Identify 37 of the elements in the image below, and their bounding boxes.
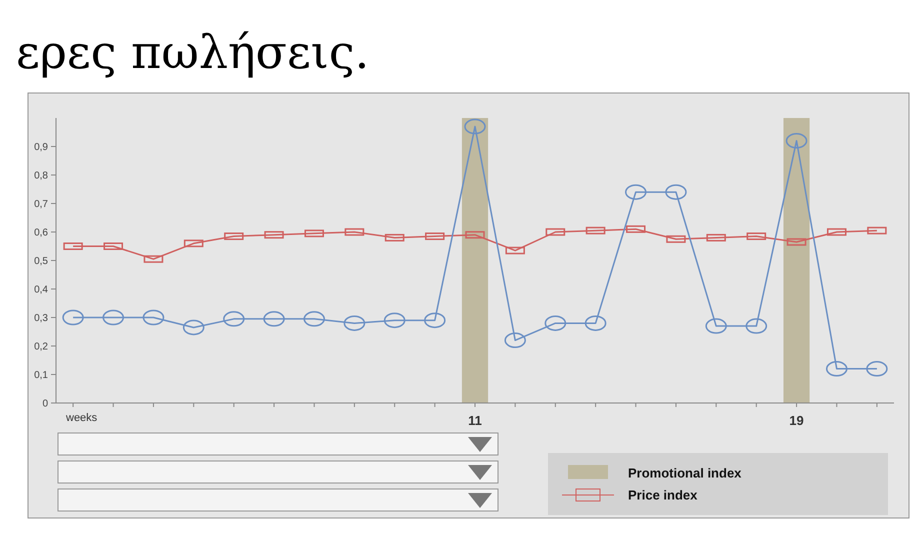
point <box>665 184 687 200</box>
point <box>142 310 164 326</box>
y-tick-label: 0,5 <box>34 256 48 267</box>
y-tick-label: 0 <box>42 398 48 410</box>
point <box>584 315 606 331</box>
point <box>102 310 124 326</box>
point <box>746 318 768 334</box>
point <box>705 318 727 334</box>
y-tick-label: 0,2 <box>34 342 48 352</box>
y-tick-label: 0,3 <box>34 313 48 324</box>
y-tick-label: 0,7 <box>34 199 48 210</box>
point <box>182 320 204 336</box>
point <box>866 361 888 377</box>
x-tick-label: 19 <box>789 413 804 428</box>
y-tick-label: 0,4 <box>34 284 48 296</box>
point <box>826 361 848 377</box>
legend-label: Price index <box>628 488 698 503</box>
chart-title: ερες πωλήσεις. <box>16 25 370 79</box>
x-axis-title: weeks <box>65 412 98 424</box>
legend-label: Promotional index <box>628 466 742 481</box>
y-tick-label: 0,9 <box>34 142 48 153</box>
x-tick-label: 11 <box>468 413 482 428</box>
point <box>625 184 647 200</box>
y-tick-label: 0,8 <box>34 170 48 182</box>
point <box>303 311 325 327</box>
point <box>223 311 245 327</box>
point <box>424 312 446 328</box>
point <box>344 315 366 331</box>
point <box>384 312 406 328</box>
point <box>504 332 526 348</box>
point <box>62 310 84 326</box>
point <box>544 315 566 331</box>
y-tick-label: 0,1 <box>34 370 48 381</box>
y-tick-label: 0,6 <box>34 228 48 238</box>
point <box>786 133 808 149</box>
point <box>464 118 486 134</box>
point <box>263 311 285 327</box>
